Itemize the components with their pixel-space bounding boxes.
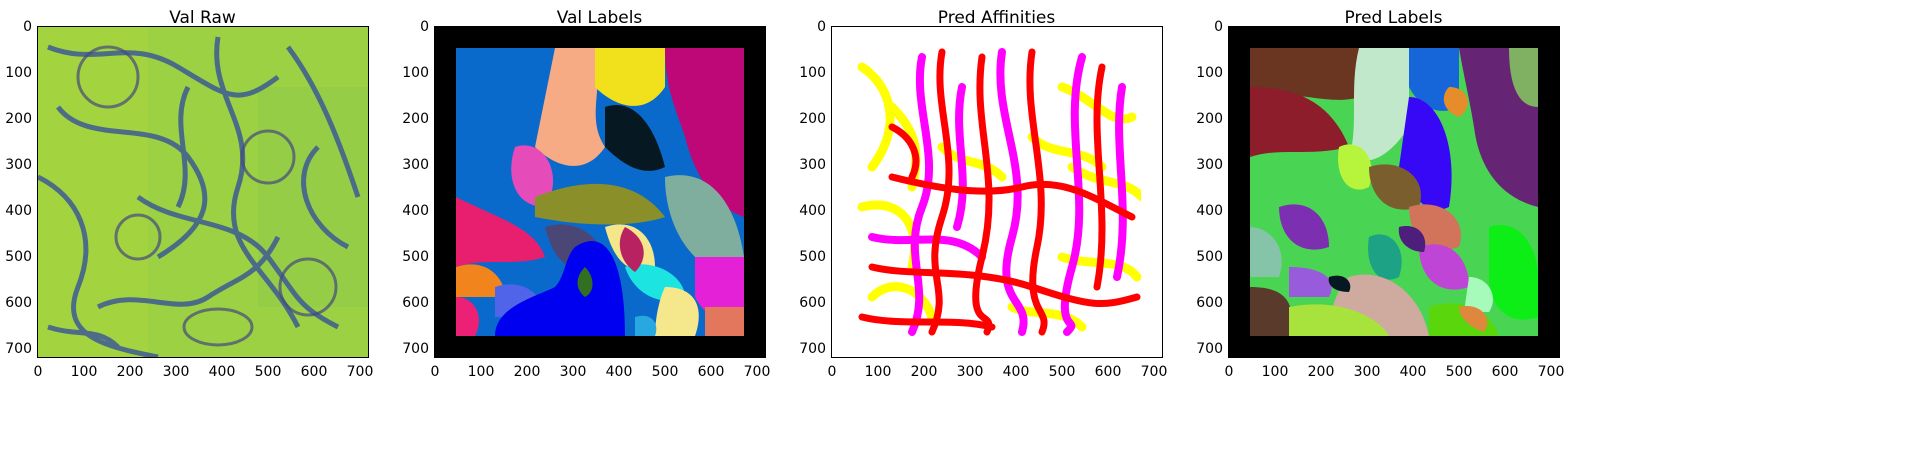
xtick-label: 100 — [467, 364, 495, 380]
ytick-label: 0 — [23, 19, 32, 35]
ytick-label: 500 — [1196, 249, 1223, 265]
ytick-label: 400 — [799, 203, 826, 219]
ytick-label: 300 — [1196, 157, 1223, 173]
xtick-label: 300 — [162, 364, 190, 380]
ytick-label: 100 — [402, 65, 429, 81]
xtick-label: 200 — [1307, 364, 1335, 380]
ytick-label: 200 — [5, 111, 32, 127]
xtick-label: 700 — [743, 364, 771, 380]
xtick-label: 600 — [300, 364, 328, 380]
xtick-label: 0 — [827, 364, 837, 380]
ytick-label: 500 — [799, 249, 826, 265]
xtick-label: 600 — [1491, 364, 1519, 380]
panel-title: Pred Labels — [1344, 8, 1443, 28]
ytick-label: 400 — [1196, 203, 1223, 219]
image-pred-affinities — [831, 26, 1163, 358]
ytick-label: 500 — [402, 249, 429, 265]
xtick-label: 200 — [910, 364, 938, 380]
xtick-label: 500 — [1048, 364, 1076, 380]
image-val-labels — [434, 26, 766, 358]
xtick-label: 500 — [254, 364, 282, 380]
ytick-label: 300 — [402, 157, 429, 173]
ytick-label: 400 — [402, 203, 429, 219]
xtick-label: 500 — [1445, 364, 1473, 380]
ytick-label: 700 — [402, 341, 429, 357]
xtick-label: 400 — [1399, 364, 1427, 380]
panel-title: Pred Affinities — [937, 8, 1056, 28]
xtick-label: 400 — [1002, 364, 1030, 380]
ytick-label: 700 — [5, 341, 32, 357]
ytick-label: 600 — [799, 295, 826, 311]
xtick-label: 200 — [116, 364, 144, 380]
image-val-raw — [37, 26, 369, 358]
panel-val-raw: Val Raw — [0, 0, 479, 470]
panel-pred-labels: Pred Labels — [1191, 0, 1670, 470]
ytick-label: 600 — [5, 295, 32, 311]
panel-title: Val Raw — [169, 8, 236, 28]
ytick-label: 0 — [1214, 19, 1223, 35]
xtick-label: 400 — [605, 364, 633, 380]
panel-pred-affinities: Pred Affinities — [794, 0, 1273, 470]
ytick-label: 400 — [5, 203, 32, 219]
ytick-label: 700 — [799, 341, 826, 357]
ytick-label: 300 — [799, 157, 826, 173]
xtick-label: 200 — [513, 364, 541, 380]
xtick-label: 600 — [697, 364, 725, 380]
xtick-label: 100 — [1261, 364, 1289, 380]
xtick-label: 0 — [33, 364, 43, 380]
xtick-label: 0 — [430, 364, 440, 380]
ytick-label: 200 — [1196, 111, 1223, 127]
panel-val-labels: Val Labels — [397, 0, 876, 470]
xtick-label: 700 — [1140, 364, 1168, 380]
ytick-label: 100 — [799, 65, 826, 81]
xtick-label: 700 — [346, 364, 374, 380]
xtick-label: 700 — [1537, 364, 1565, 380]
ytick-label: 200 — [402, 111, 429, 127]
ytick-label: 700 — [1196, 341, 1223, 357]
xtick-label: 600 — [1094, 364, 1122, 380]
image-pred-labels — [1228, 26, 1560, 358]
xtick-label: 100 — [70, 364, 98, 380]
xtick-label: 300 — [559, 364, 587, 380]
ytick-label: 0 — [817, 19, 826, 35]
xtick-label: 500 — [651, 364, 679, 380]
ytick-label: 300 — [5, 157, 32, 173]
xtick-label: 300 — [1353, 364, 1381, 380]
ytick-label: 100 — [5, 65, 32, 81]
ytick-label: 0 — [420, 19, 429, 35]
ytick-label: 500 — [5, 249, 32, 265]
xtick-label: 0 — [1224, 364, 1234, 380]
ytick-label: 100 — [1196, 65, 1223, 81]
panel-title: Val Labels — [556, 8, 643, 28]
xtick-label: 400 — [208, 364, 236, 380]
ytick-label: 200 — [799, 111, 826, 127]
xtick-label: 300 — [956, 364, 984, 380]
xtick-label: 100 — [864, 364, 892, 380]
ytick-label: 600 — [402, 295, 429, 311]
ytick-label: 600 — [1196, 295, 1223, 311]
